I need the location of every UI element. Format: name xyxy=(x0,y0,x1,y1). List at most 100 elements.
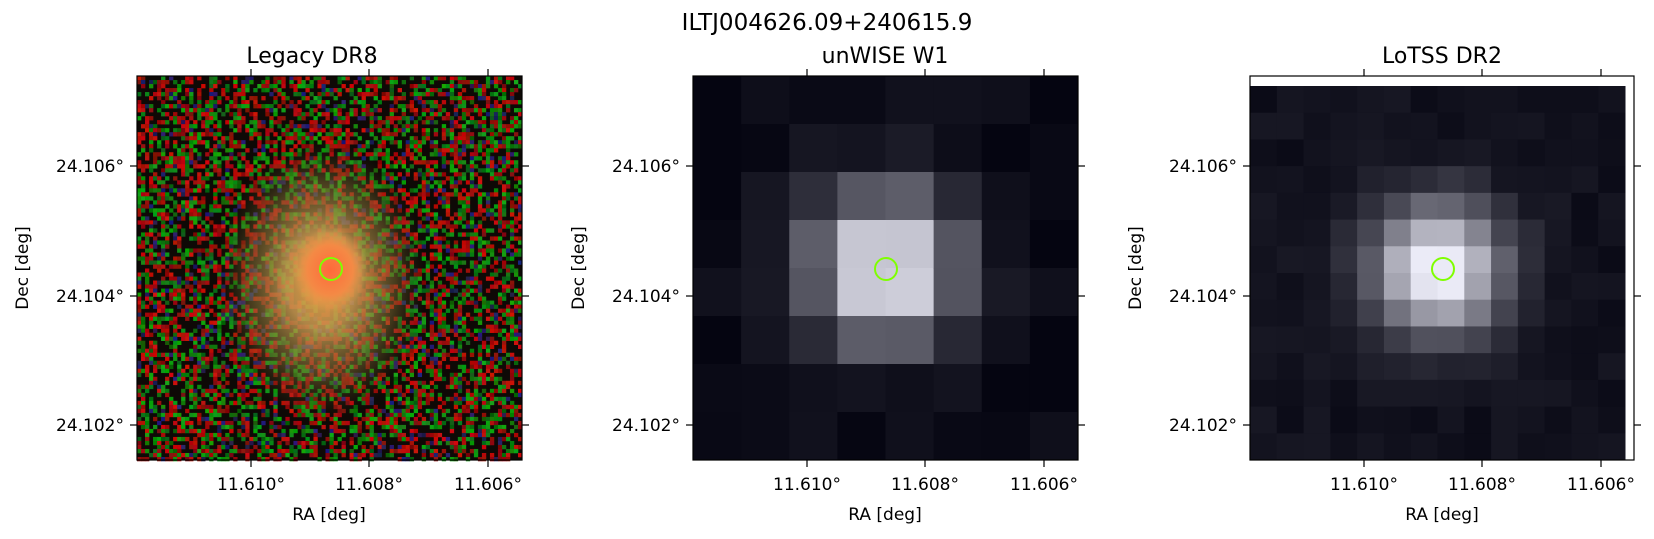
noise-pixel xyxy=(265,156,270,161)
noise-pixel xyxy=(137,348,142,354)
noise-pixel xyxy=(457,380,463,386)
noise-pixel xyxy=(349,112,354,117)
noise-pixel xyxy=(441,188,447,193)
noise-pixel xyxy=(209,172,214,177)
noise-pixel xyxy=(229,428,234,434)
noise-pixel xyxy=(225,156,230,161)
noise-pixel xyxy=(453,444,459,450)
noise-pixel xyxy=(425,100,431,105)
noise-pixel xyxy=(461,100,467,105)
noise-pixel xyxy=(277,88,282,93)
noise-pixel xyxy=(165,456,170,462)
noise-pixel xyxy=(277,424,282,430)
noise-pixel xyxy=(165,336,170,341)
noise-pixel xyxy=(241,448,246,454)
noise-pixel xyxy=(449,224,455,229)
noise-pixel xyxy=(209,164,214,169)
noise-pixel xyxy=(157,208,162,213)
noise-pixel xyxy=(209,264,214,269)
noise-pixel xyxy=(457,160,463,165)
noise-pixel xyxy=(177,288,182,293)
noise-pixel xyxy=(157,232,162,237)
noise-pixel xyxy=(457,308,463,313)
noise-pixel xyxy=(405,444,411,450)
noise-pixel xyxy=(169,408,174,414)
noise-pixel xyxy=(253,116,258,121)
noise-pixel xyxy=(217,228,222,233)
noise-pixel xyxy=(241,372,246,378)
noise-pixel xyxy=(185,436,190,442)
noise-pixel xyxy=(241,104,246,109)
noise-pixel xyxy=(277,456,282,462)
noise-pixel xyxy=(329,456,334,462)
noise-pixel xyxy=(449,288,455,293)
noise-pixel xyxy=(161,112,166,117)
noise-pixel xyxy=(145,128,150,133)
noise-pixel xyxy=(453,296,459,301)
noise-pixel xyxy=(197,76,202,81)
noise-pixel xyxy=(341,420,346,426)
noise-pixel xyxy=(137,172,142,177)
noise-pixel xyxy=(485,152,491,157)
noise-pixel xyxy=(217,204,222,209)
noise-pixel xyxy=(197,176,202,181)
noise-pixel xyxy=(385,396,390,402)
noise-pixel xyxy=(233,112,238,117)
noise-pixel xyxy=(485,336,491,341)
noise-pixel xyxy=(181,288,186,293)
noise-pixel xyxy=(177,428,182,434)
noise-pixel xyxy=(493,176,499,181)
noise-pixel xyxy=(485,276,491,281)
noise-pixel xyxy=(293,136,298,141)
noise-pixel xyxy=(185,364,190,370)
noise-pixel xyxy=(193,292,198,297)
noise-pixel xyxy=(181,104,186,109)
noise-pixel xyxy=(457,212,463,217)
noise-pixel xyxy=(201,392,206,398)
noise-pixel xyxy=(453,264,459,269)
noise-pixel xyxy=(157,448,162,454)
noise-pixel xyxy=(297,424,302,430)
noise-pixel xyxy=(449,116,455,121)
noise-pixel xyxy=(141,132,146,137)
noise-pixel xyxy=(441,408,447,414)
noise-pixel xyxy=(345,88,350,93)
noise-pixel xyxy=(333,116,338,121)
noise-pixel xyxy=(217,172,222,177)
noise-pixel xyxy=(309,92,314,97)
noise-pixel xyxy=(149,204,154,209)
noise-pixel xyxy=(397,396,402,402)
noise-pixel xyxy=(173,140,178,145)
noise-pixel xyxy=(161,292,166,297)
noise-pixel xyxy=(249,448,254,454)
noise-pixel xyxy=(297,116,302,121)
noise-pixel xyxy=(337,112,342,117)
noise-pixel xyxy=(149,256,154,261)
noise-pixel xyxy=(361,100,366,105)
noise-pixel xyxy=(249,404,254,410)
noise-pixel xyxy=(473,316,479,321)
noise-pixel xyxy=(141,188,146,193)
noise-pixel xyxy=(477,372,483,378)
noise-pixel xyxy=(497,308,503,313)
noise-pixel xyxy=(485,288,491,293)
noise-pixel xyxy=(497,104,503,109)
noise-pixel xyxy=(273,132,278,137)
noise-pixel xyxy=(149,320,154,325)
noise-pixel xyxy=(293,448,298,454)
noise-pixel xyxy=(245,168,250,173)
noise-pixel xyxy=(485,248,491,253)
noise-pixel xyxy=(405,360,411,366)
noise-pixel xyxy=(273,76,278,81)
noise-pixel xyxy=(141,412,146,418)
noise-pixel xyxy=(217,444,222,450)
noise-pixel xyxy=(481,432,487,438)
noise-pixel xyxy=(385,404,390,410)
noise-pixel xyxy=(233,100,238,105)
noise-pixel xyxy=(477,224,483,229)
noise-pixel xyxy=(141,184,146,189)
noise-pixel xyxy=(241,116,246,121)
noise-pixel xyxy=(445,396,451,402)
noise-pixel xyxy=(417,208,423,213)
noise-pixel xyxy=(437,364,443,370)
